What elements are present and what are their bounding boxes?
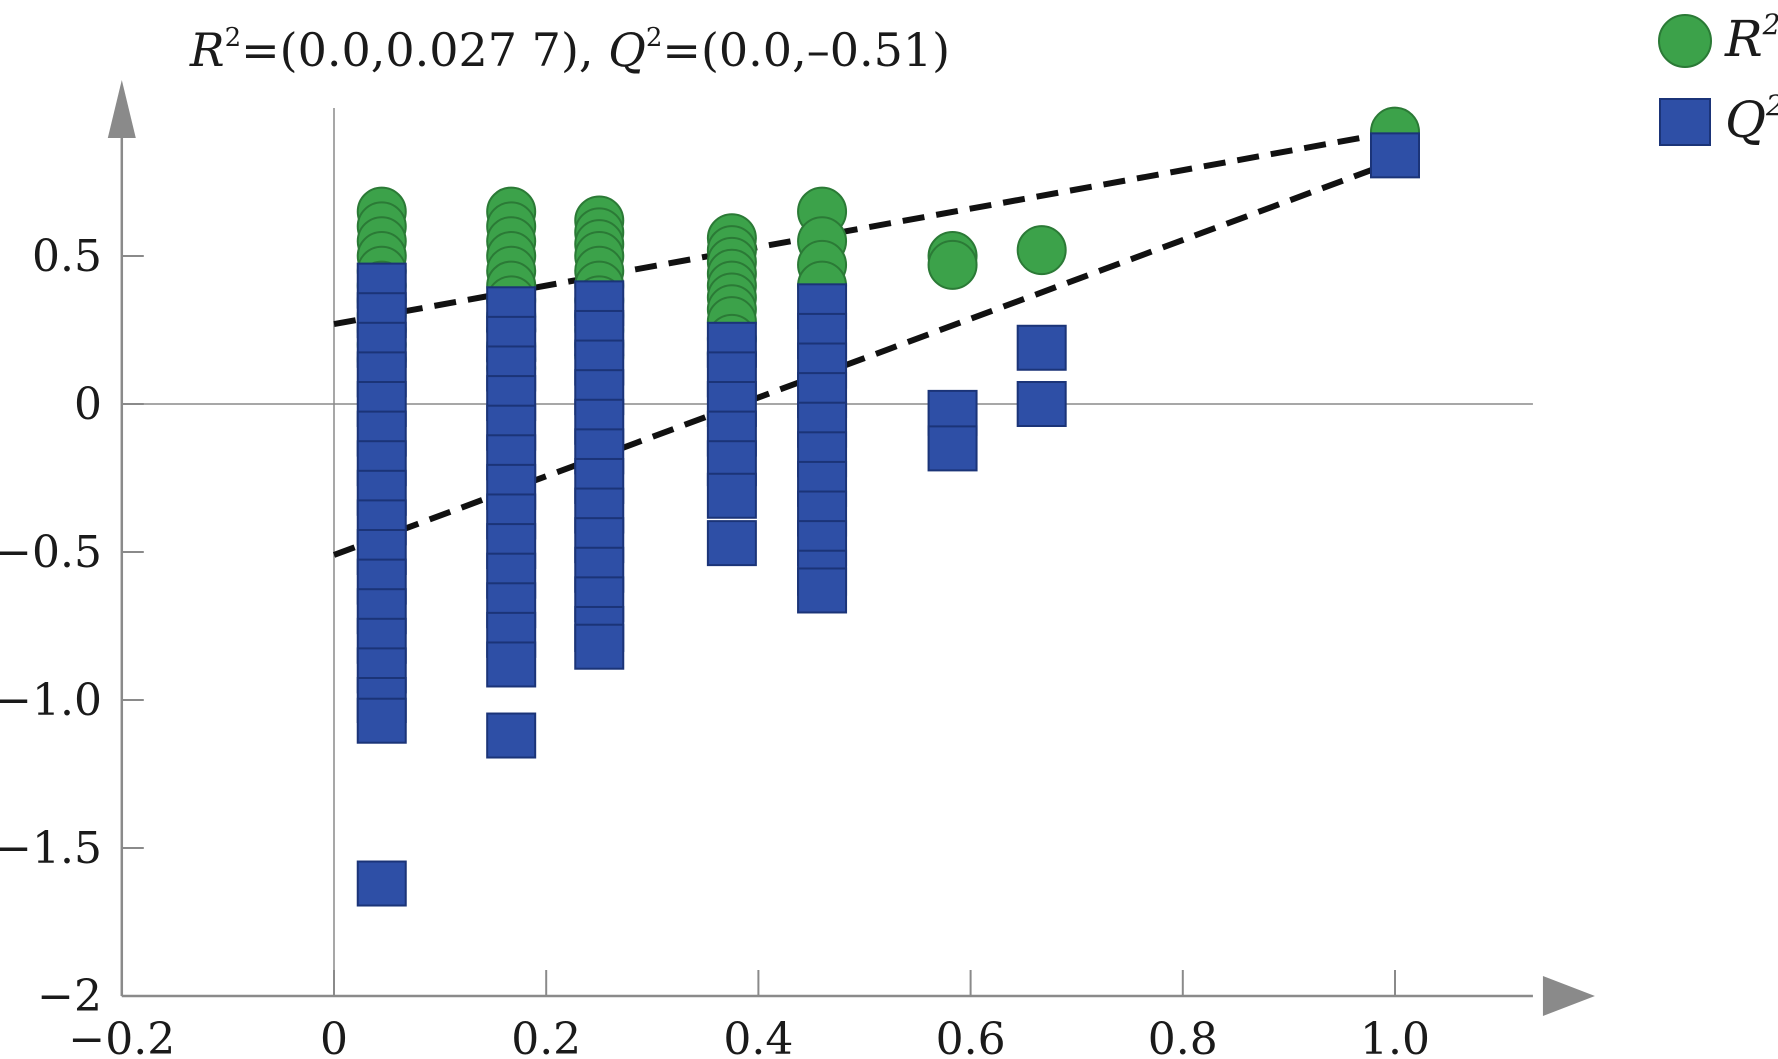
- legend-r2-label: R2: [1724, 8, 1778, 68]
- legend-q2-symbol: Q: [1725, 91, 1766, 149]
- q2-point: [1016, 324, 1067, 371]
- q2-point: [356, 697, 407, 744]
- x-tick-label: 0.2: [511, 1014, 581, 1059]
- axes: [107, 80, 1595, 1016]
- x-tick-label: 1.0: [1360, 1014, 1430, 1059]
- title-r-symbol: R: [189, 23, 225, 77]
- q2-point: [927, 425, 978, 472]
- q2-point: [486, 712, 537, 759]
- legend-q2-marker: [1659, 98, 1711, 146]
- title-q-value: =(0.0,–0.51): [662, 23, 950, 77]
- q2-point: [797, 567, 848, 614]
- y-tick-label: 0.5: [32, 231, 102, 282]
- x-tick-label: −0.2: [68, 1014, 175, 1059]
- q2-point: [486, 641, 537, 688]
- title-q-superscript: 2: [646, 23, 663, 53]
- q2-point: [574, 623, 625, 670]
- legend-q2-superscript: 2: [1765, 89, 1778, 122]
- y-tick-label: −0.5: [0, 527, 102, 578]
- q2-point: [356, 860, 407, 907]
- title-r-value: =(0.0,0.027 7),: [241, 23, 608, 77]
- legend-r2-symbol: R: [1724, 10, 1763, 68]
- chart-title: R2=(0.0,0.027 7), Q2=(0.0,–0.51): [189, 23, 950, 77]
- title-q-symbol: Q: [608, 23, 646, 77]
- legend-r2-marker: [1658, 14, 1712, 68]
- x-tick-label: 0.6: [936, 1014, 1006, 1059]
- legend-q2-label: Q2: [1725, 89, 1778, 149]
- r2-point: [927, 239, 978, 290]
- y-tick-label: −1.0: [0, 675, 102, 726]
- legend-r2-superscript: 2: [1762, 8, 1778, 41]
- y-axis-arrow: [107, 80, 136, 138]
- q2-point: [706, 520, 757, 567]
- q2-points: [356, 132, 1420, 907]
- title-r-superscript: 2: [225, 23, 242, 53]
- y-tick-label: −1.5: [0, 823, 102, 874]
- x-tick-label: 0: [320, 1014, 348, 1059]
- r2-point: [1016, 225, 1067, 276]
- x-tick-label: 0.4: [723, 1014, 793, 1059]
- x-axis-arrow: [1542, 976, 1595, 1016]
- y-tick-label: 0: [74, 379, 102, 430]
- q2-point: [1370, 132, 1420, 179]
- legend: R2 Q2: [1658, 8, 1778, 149]
- q2-point: [706, 472, 757, 519]
- x-tick-label: 0.8: [1148, 1014, 1218, 1059]
- tick-labels: −0.2 0 0.2 0.4 0.6 0.8 1.0 0.5 0 −0.5 −1.0 −1.5 −2: [0, 231, 1430, 1059]
- y-tick-label: −2: [37, 971, 102, 1022]
- q2-point: [1016, 381, 1067, 427]
